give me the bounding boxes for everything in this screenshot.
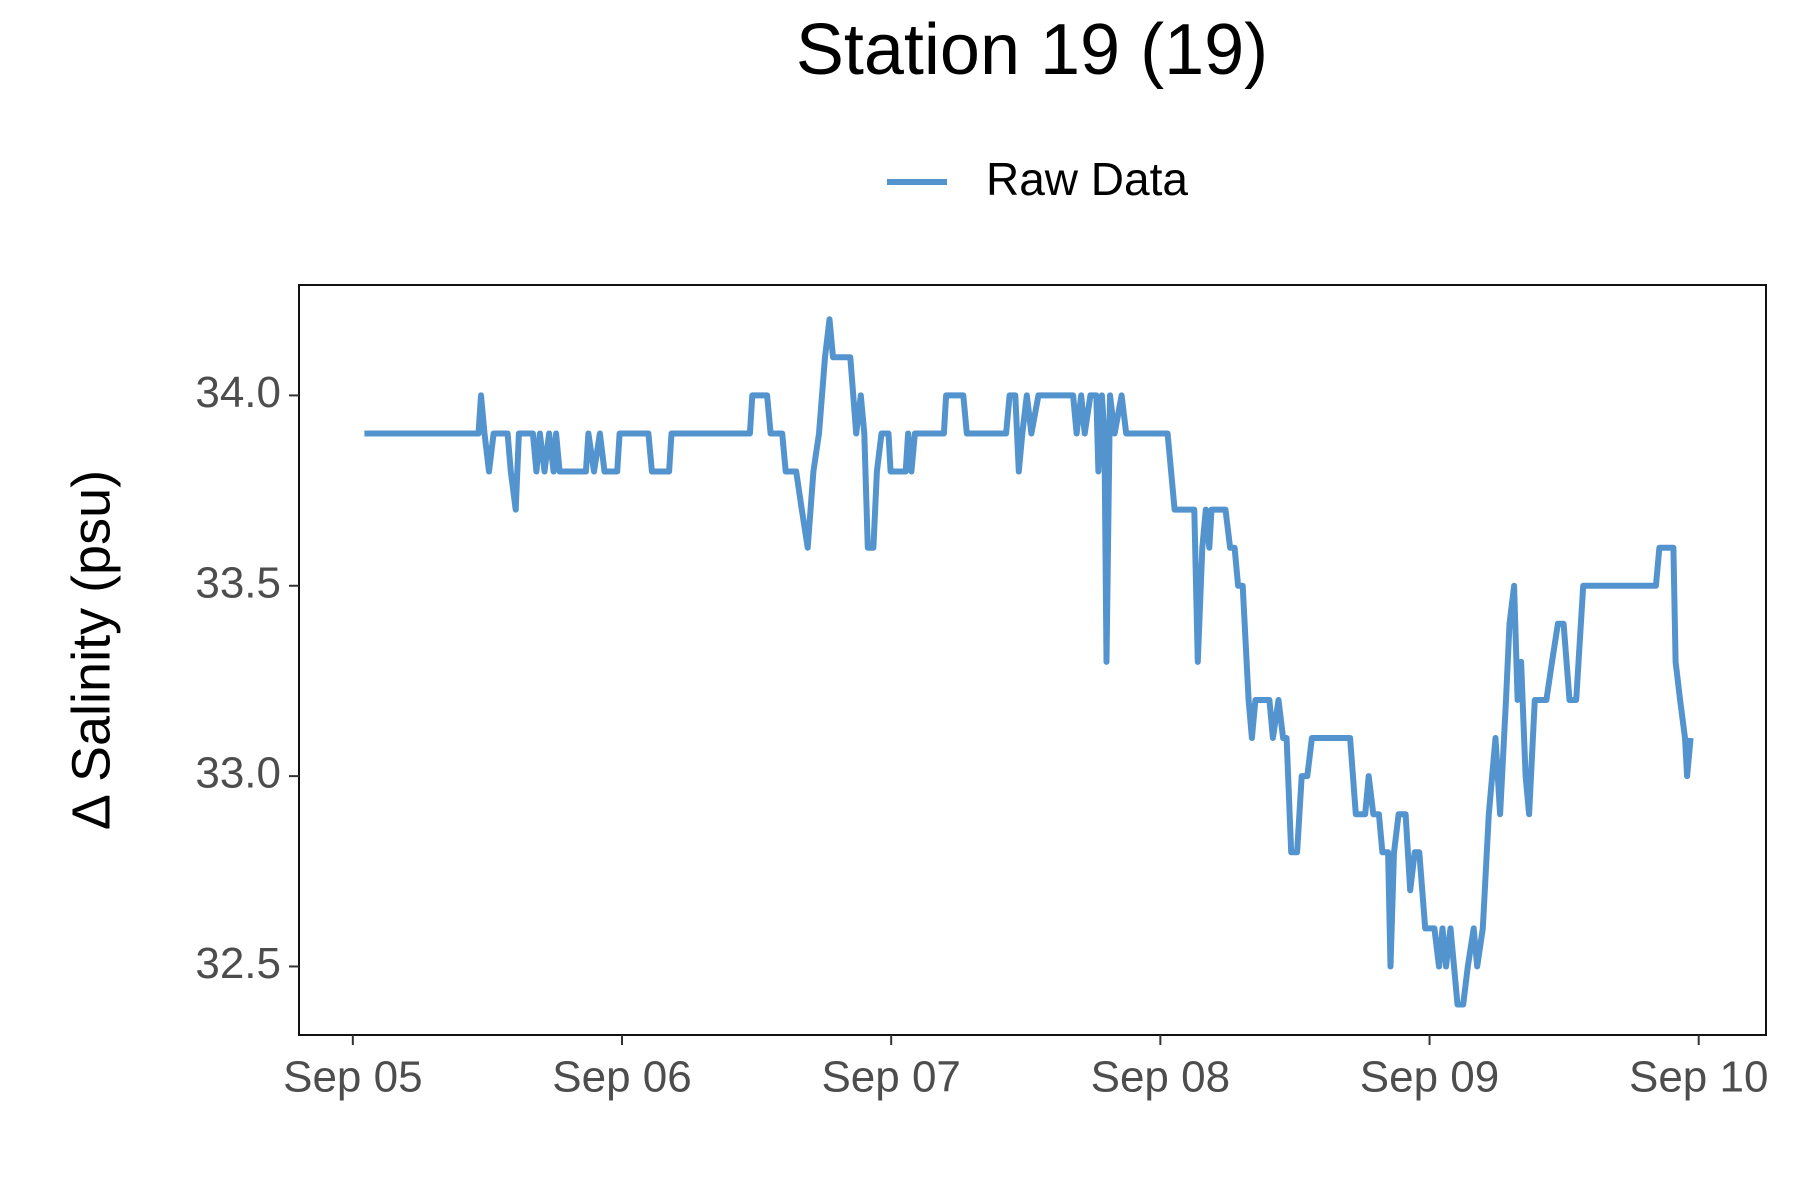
x-tick-label: Sep 07 <box>821 1053 960 1102</box>
x-tick-label: Sep 05 <box>283 1053 422 1102</box>
y-axis-title: Δ Salinity (psu) <box>61 470 121 830</box>
plot-border <box>298 284 1767 1036</box>
legend-label: Raw Data <box>986 153 1188 205</box>
chart-title: Station 19 (19) <box>796 10 1268 90</box>
data-line <box>364 316 1694 1008</box>
x-tick-label: Sep 09 <box>1360 1053 1499 1102</box>
x-tick-label: Sep 10 <box>1629 1053 1768 1102</box>
y-tick-label: 32.5 <box>195 939 281 988</box>
x-tick-label: Sep 06 <box>552 1053 691 1102</box>
y-tick-label: 33.0 <box>195 749 281 798</box>
y-tick-label: 34.0 <box>195 368 281 417</box>
y-tick-label: 33.5 <box>195 558 281 607</box>
x-tick-label: Sep 08 <box>1091 1053 1230 1102</box>
